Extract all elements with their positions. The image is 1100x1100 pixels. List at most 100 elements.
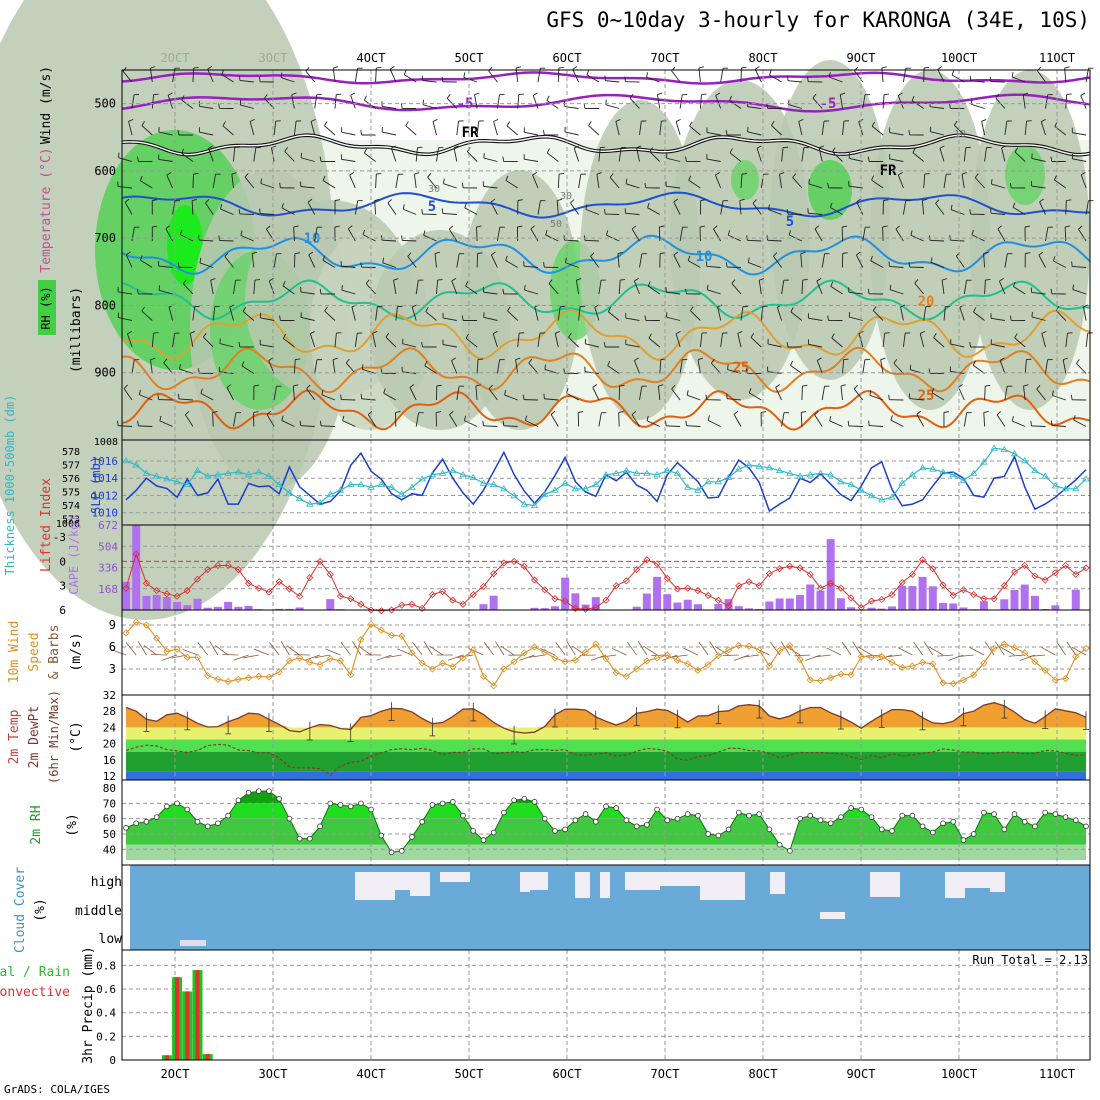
lifted-index-marker <box>132 550 140 558</box>
surface-wind-barb <box>698 641 709 656</box>
wind-barb <box>848 425 863 427</box>
wind-barb <box>1036 70 1046 83</box>
wind-barb-flag <box>361 364 364 370</box>
wind-barb-flag <box>345 358 350 364</box>
wind-barb-flag <box>914 279 919 284</box>
isotherm-5 <box>121 191 1091 219</box>
wind-barb <box>631 228 640 242</box>
wind-barb <box>381 239 396 242</box>
wind-barb-flag <box>502 156 505 162</box>
wind-barb-flag <box>671 384 676 390</box>
wind-barb-flag <box>139 175 143 181</box>
wind-barb-flag <box>334 225 340 228</box>
surface-wind-barb <box>662 654 678 661</box>
wind-barb-flag <box>953 120 958 126</box>
thickness-marker <box>581 485 590 492</box>
wind-barb-flag <box>252 251 258 255</box>
wind-barb <box>902 68 907 83</box>
wind-barb <box>931 392 945 401</box>
wind-barb-flag <box>349 172 355 176</box>
wind-barb <box>1004 121 1008 136</box>
pressure-tick-label: 600 <box>94 164 116 178</box>
surface-wind-barb <box>1029 654 1046 657</box>
wind-barb <box>307 201 316 215</box>
wind-barb <box>505 260 518 268</box>
wind-barb-flag <box>725 262 728 268</box>
thickness-marker <box>980 458 988 465</box>
wind-barb <box>767 239 782 242</box>
wind-barb <box>199 262 214 268</box>
lifted-index-marker <box>275 578 283 586</box>
wind-speed-marker <box>377 626 385 634</box>
lifted-index-marker <box>1041 576 1049 584</box>
wind-barb-flag <box>322 175 326 181</box>
wind-barb <box>199 131 214 136</box>
cape-bar <box>132 525 141 610</box>
li-tick-label: 3 <box>59 580 66 593</box>
wind-barb <box>305 70 316 83</box>
wind-barb-flag <box>983 251 989 254</box>
wind-barb-flag <box>801 410 807 413</box>
li-tick-label: -3 <box>53 531 66 544</box>
lifted-index-marker <box>959 586 968 594</box>
thickness-marker <box>959 476 968 483</box>
cape-bar <box>887 606 896 610</box>
wind-barb <box>212 174 216 189</box>
lifted-index-marker <box>816 584 825 592</box>
lifted-index-marker <box>867 597 876 605</box>
wind-barb <box>831 337 843 348</box>
wind-barb <box>941 280 945 295</box>
wind-barb-flag <box>747 257 750 263</box>
cape-bar <box>796 595 805 610</box>
wind-barb <box>475 386 478 401</box>
wind-barb-flag <box>546 95 550 101</box>
wind-speed-marker <box>704 661 712 669</box>
wind-barb-flag <box>969 341 972 348</box>
thickness-marker <box>408 483 416 490</box>
wind-barb-flag <box>559 173 565 175</box>
wind-barb <box>314 94 318 109</box>
wind-barb <box>889 132 904 136</box>
cape-bar <box>479 604 488 610</box>
wind-barb <box>158 289 173 295</box>
x-tick-top-label: 10OCT <box>941 51 977 65</box>
wind-barb <box>524 158 539 162</box>
wind-barb-flag <box>436 384 442 387</box>
thickness-marker <box>173 478 181 485</box>
cape-bar <box>908 586 917 610</box>
wind-barb-flag <box>910 230 913 236</box>
wind-barb <box>239 213 254 215</box>
wind-barb <box>483 425 498 427</box>
wind-barb <box>710 362 722 374</box>
wind-barb <box>405 125 417 136</box>
rh-shading-area <box>167 205 203 285</box>
wind-barb <box>740 306 744 321</box>
lifted-index-marker <box>663 574 671 582</box>
wind-speed-marker <box>469 646 477 654</box>
cape-bar <box>1010 590 1019 610</box>
wind-barb-flag <box>238 341 241 348</box>
wind-barb-flag <box>118 152 120 158</box>
wind-barb <box>546 152 559 162</box>
wind-speed-marker <box>929 660 937 668</box>
thickness-marker <box>643 469 651 476</box>
wind-barb <box>448 228 458 242</box>
cape-bar <box>775 598 784 610</box>
wind-barb <box>617 253 620 268</box>
wind-barb <box>625 317 640 321</box>
x-tick-bottom-label: 11OCT <box>1039 1067 1075 1081</box>
wind-speed-marker <box>949 680 957 688</box>
wind-barb <box>592 387 600 401</box>
surface-wind-barb <box>314 654 331 659</box>
wind-speed-marker <box>765 662 773 670</box>
wind-barb <box>974 177 985 189</box>
precip-convective-bar <box>195 970 200 1060</box>
wind-barb <box>280 77 295 83</box>
lifted-index-marker <box>673 585 682 593</box>
thickness-marker <box>775 466 784 474</box>
wind-barb <box>720 333 723 348</box>
surface-wind-barb <box>253 648 270 656</box>
wind-barb <box>260 183 275 189</box>
wind-barb <box>464 207 478 215</box>
wind-barb-flag <box>659 225 665 228</box>
